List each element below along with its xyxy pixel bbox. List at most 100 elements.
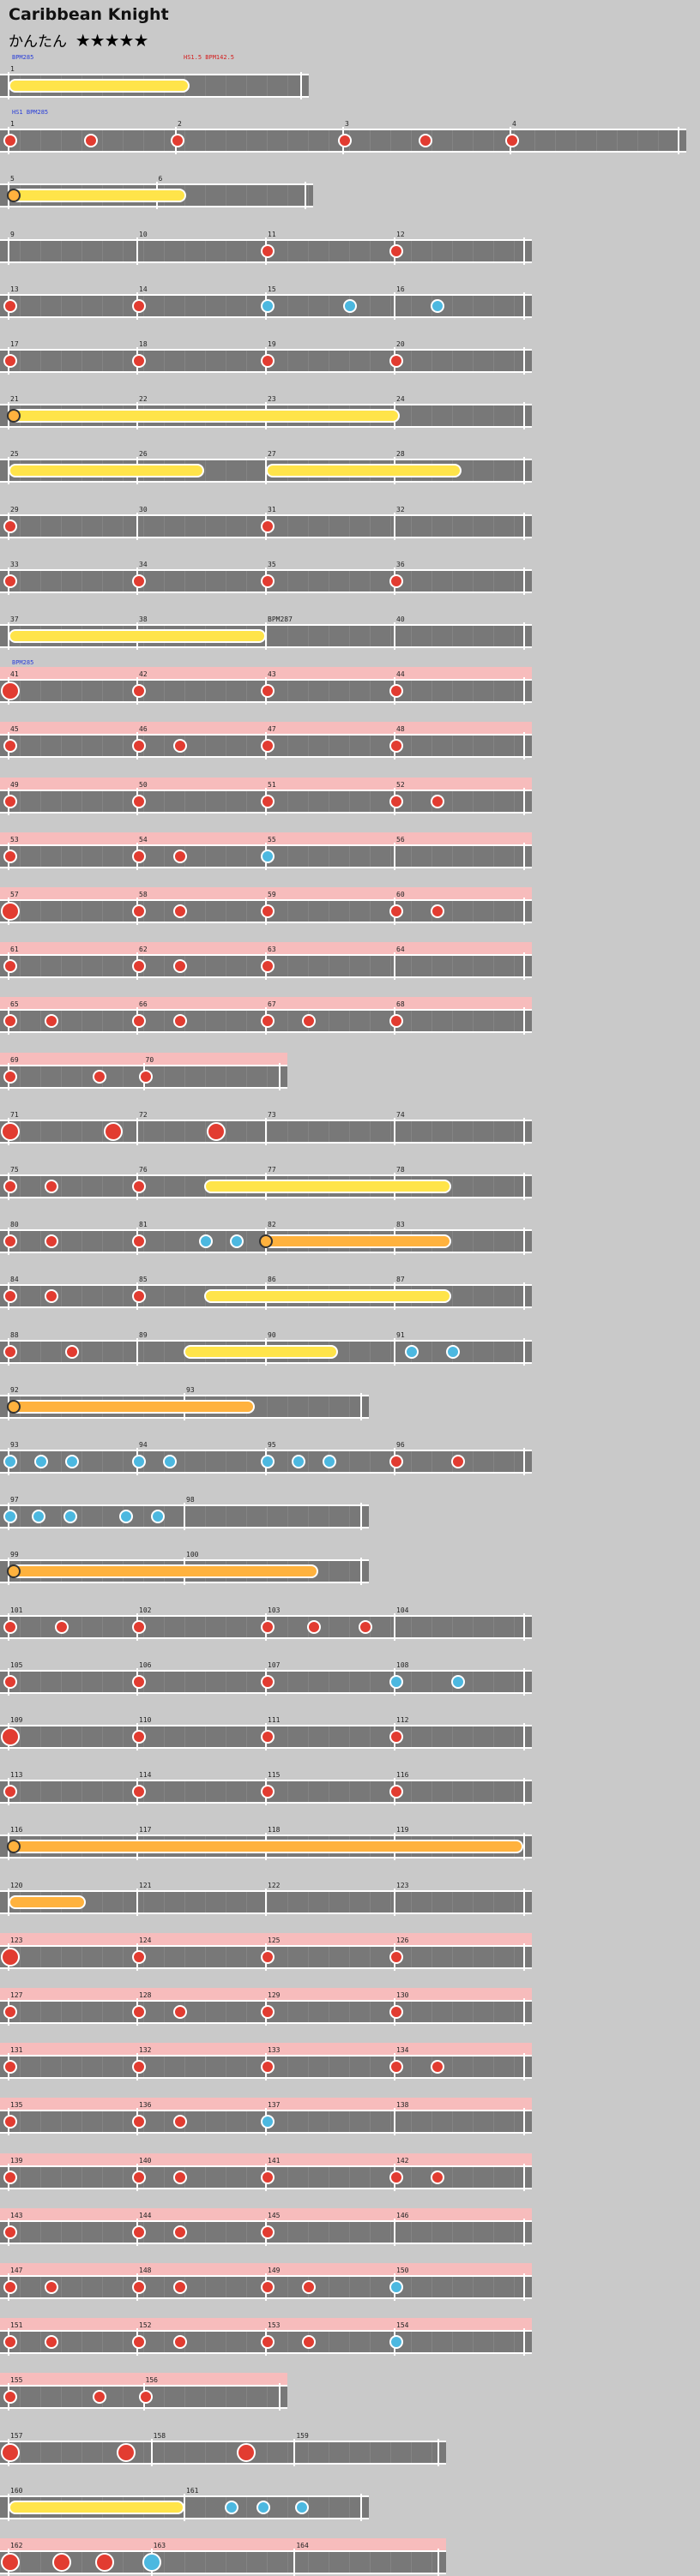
bar-line-end <box>360 1503 362 1531</box>
don-note <box>3 849 17 863</box>
don-note <box>173 2170 187 2184</box>
command-label: HS1 BPM285 <box>12 109 49 117</box>
measure-number: 113 <box>10 1771 23 1780</box>
bar-line <box>394 512 395 540</box>
big-don-note <box>1 1727 20 1746</box>
measure-number: 146 <box>396 2211 409 2219</box>
measure-number: 107 <box>268 1660 281 1669</box>
balloon-note <box>7 1564 21 1579</box>
measure-number: 61 <box>10 946 19 954</box>
don-note <box>3 2060 17 2075</box>
measure-number: 123 <box>10 1936 23 1944</box>
measure-number: 106 <box>139 1660 152 1669</box>
don-note <box>261 2005 275 2019</box>
measure-number: 67 <box>268 1000 276 1009</box>
don-note <box>261 1674 275 1689</box>
don-note <box>65 1344 79 1359</box>
don-note <box>389 904 403 918</box>
don-note <box>132 2005 146 2019</box>
don-note <box>261 1730 275 1744</box>
measure-number: 2 <box>178 120 182 129</box>
measure-number: 74 <box>396 1110 405 1119</box>
drumroll-bar <box>9 1564 318 1579</box>
ka-note <box>292 1455 305 1468</box>
measure-number: 161 <box>186 2486 199 2495</box>
measure-number: 155 <box>10 2376 23 2385</box>
measure-number: 41 <box>10 670 19 679</box>
measure-number: 105 <box>10 1660 23 1669</box>
bar-line <box>136 237 138 265</box>
ka-note <box>451 1674 465 1689</box>
measure-number: 46 <box>139 725 148 734</box>
don-note <box>132 354 146 368</box>
bar-line-end <box>360 2493 362 2521</box>
measure-number: 83 <box>396 1221 405 1229</box>
don-note <box>389 243 403 258</box>
measure-number: 143 <box>10 2211 23 2219</box>
measure-number: 94 <box>139 1441 148 1449</box>
bar-line <box>394 622 395 650</box>
drumroll-bar <box>9 79 190 93</box>
big-don-note <box>1 2442 20 2462</box>
don-note <box>132 573 146 588</box>
measure-number: 49 <box>10 780 19 789</box>
ka-note <box>3 1510 17 1524</box>
bar-line <box>394 952 395 981</box>
don-note <box>3 2170 17 2184</box>
measure-number: 27 <box>268 450 276 459</box>
ka-note <box>65 1455 79 1468</box>
measure-number: 56 <box>396 835 405 844</box>
ka-note <box>199 1234 213 1249</box>
don-note <box>261 519 275 533</box>
measure-number: 88 <box>10 1330 19 1339</box>
measure-number: 108 <box>396 1660 409 1669</box>
don-note <box>3 1234 17 1249</box>
gogo-band <box>0 2207 532 2220</box>
measure-number: 96 <box>396 1441 405 1449</box>
measure-number: 53 <box>10 835 19 844</box>
don-note <box>171 134 184 148</box>
balloon-note <box>7 1840 21 1854</box>
measure-number: 147 <box>10 2267 23 2274</box>
bar-line-end <box>360 1558 362 1586</box>
gogo-band <box>0 777 532 790</box>
ka-note <box>63 1510 77 1524</box>
don-note <box>338 134 352 148</box>
measure-number: 91 <box>396 1330 405 1339</box>
measure-number: 42 <box>139 670 148 679</box>
bar-line-end <box>523 2053 525 2081</box>
measure-number: 84 <box>10 1276 19 1284</box>
command-label: BPM285 <box>12 659 34 667</box>
measure-number: 64 <box>396 946 405 954</box>
bar-line-end <box>523 457 525 485</box>
lane-grid <box>0 2441 446 2463</box>
ka-note <box>389 2280 403 2294</box>
drumroll-bar <box>9 2500 184 2514</box>
drumroll-bar <box>9 409 400 423</box>
don-note <box>132 2335 146 2350</box>
bar-line-end <box>523 1833 525 1861</box>
command-label: BPM285 <box>12 54 34 61</box>
don-note <box>3 1069 17 1084</box>
don-note <box>3 1344 17 1359</box>
bar-line-end <box>523 1888 525 1916</box>
ka-note <box>431 298 444 313</box>
measure-number: 89 <box>139 1330 148 1339</box>
gogo-band <box>0 1932 532 1945</box>
measure-number: 100 <box>186 1551 199 1559</box>
don-note <box>45 1234 58 1249</box>
bar-line-end <box>523 1778 525 1806</box>
measure-number: 1 <box>10 120 15 129</box>
bar-line-end <box>523 237 525 265</box>
measure-number: 3 <box>345 120 349 129</box>
don-note <box>451 1455 465 1468</box>
don-note <box>132 2280 146 2294</box>
measure-number: 164 <box>296 2542 309 2549</box>
measure-number: 37 <box>10 615 19 623</box>
bar-line-end <box>360 1392 362 1420</box>
bar-line <box>136 1337 138 1366</box>
measure-number: 112 <box>396 1716 409 1724</box>
measure-number: 62 <box>139 946 148 954</box>
measure-number: 75 <box>10 1166 19 1174</box>
measure-number: 14 <box>139 285 148 293</box>
